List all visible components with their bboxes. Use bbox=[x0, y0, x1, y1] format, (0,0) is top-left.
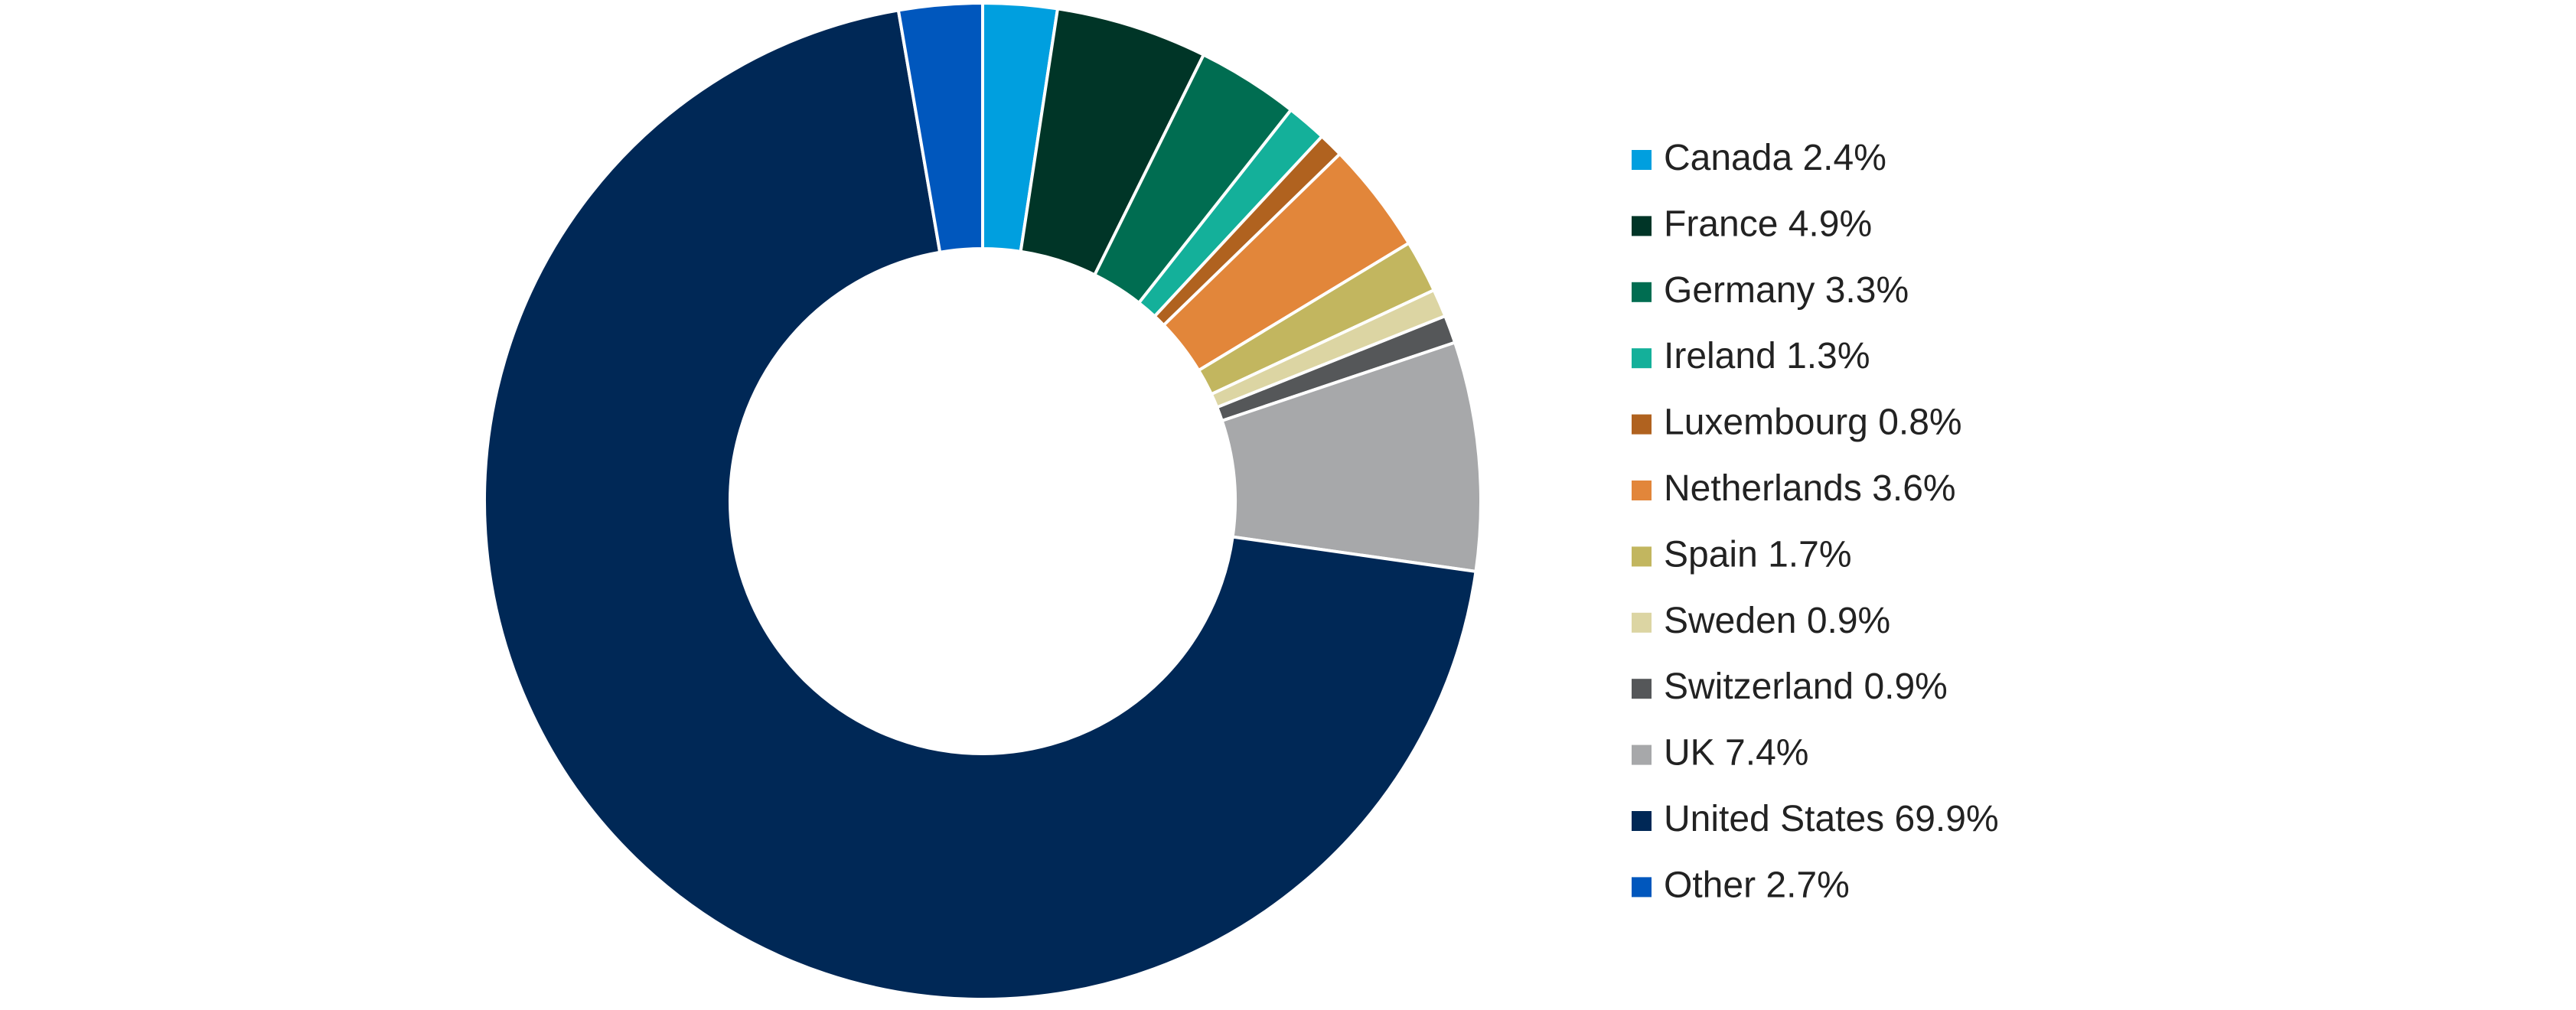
legend-value: 1.3% bbox=[1786, 336, 1870, 376]
legend-swatch bbox=[1632, 216, 1652, 236]
legend-value: 2.4% bbox=[1802, 138, 1886, 178]
legend-name: Luxembourg bbox=[1664, 402, 1868, 442]
legend-value: 4.9% bbox=[1789, 204, 1872, 244]
legend-label: Ireland 1.3% bbox=[1664, 336, 1870, 376]
legend: Canada 2.4% France 4.9% Germany 3.3% Irelan… bbox=[1632, 138, 1999, 905]
legend-value: 0.8% bbox=[1878, 402, 1961, 442]
legend-value: 1.7% bbox=[1768, 534, 1851, 575]
legend-name: Canada bbox=[1664, 138, 1792, 178]
legend-name: France bbox=[1664, 204, 1778, 244]
legend-swatch bbox=[1632, 811, 1652, 831]
legend-label: Netherlands 3.6% bbox=[1664, 468, 1956, 509]
legend-name: Germany bbox=[1664, 269, 1815, 310]
legend-label: UK 7.4% bbox=[1664, 732, 1808, 773]
slice bbox=[483, 8, 1478, 1001]
legend-swatch bbox=[1632, 546, 1652, 567]
legend-value: 3.3% bbox=[1825, 269, 1909, 310]
legend-name: Spain bbox=[1664, 534, 1758, 575]
legend-swatch bbox=[1632, 481, 1652, 500]
legend-swatch bbox=[1632, 679, 1652, 699]
legend-swatch bbox=[1632, 414, 1652, 435]
legend-value: 7.4% bbox=[1725, 732, 1808, 773]
legend-name: Other bbox=[1664, 865, 1756, 905]
legend-swatch bbox=[1632, 612, 1652, 633]
legend-swatch bbox=[1632, 150, 1652, 170]
legend-swatch bbox=[1632, 877, 1652, 898]
legend-value: 0.9% bbox=[1807, 600, 1890, 640]
legend-value: 69.9% bbox=[1895, 799, 1999, 839]
legend-label: Canada 2.4% bbox=[1664, 138, 1886, 178]
donut bbox=[483, 1, 1482, 1001]
legend-label: Spain 1.7% bbox=[1664, 534, 1852, 575]
legend-label: United States 69.9% bbox=[1664, 799, 1999, 839]
legend-label: Luxembourg 0.8% bbox=[1664, 402, 1962, 442]
legend-swatch bbox=[1632, 348, 1652, 369]
legend-value: 2.7% bbox=[1766, 865, 1849, 905]
legend-label: France 4.9% bbox=[1664, 204, 1872, 244]
legend-name: UK bbox=[1664, 732, 1715, 773]
legend-value: 0.9% bbox=[1864, 666, 1947, 707]
legend-label: Switzerland 0.9% bbox=[1664, 666, 1948, 707]
legend-swatch bbox=[1632, 744, 1652, 765]
legend-label: Germany 3.3% bbox=[1664, 269, 1909, 310]
legend-name: Switzerland bbox=[1664, 666, 1854, 707]
legend-swatch bbox=[1632, 282, 1652, 302]
legend-name: Sweden bbox=[1664, 600, 1796, 640]
legend-label: Other 2.7% bbox=[1664, 865, 1850, 905]
legend-label: Sweden 0.9% bbox=[1664, 600, 1890, 640]
legend-name: Netherlands bbox=[1664, 468, 1862, 509]
legend-name: Ireland bbox=[1664, 336, 1776, 376]
legend-value: 3.6% bbox=[1872, 468, 1955, 509]
slice bbox=[896, 1, 984, 255]
legend-name: United States bbox=[1664, 799, 1884, 839]
